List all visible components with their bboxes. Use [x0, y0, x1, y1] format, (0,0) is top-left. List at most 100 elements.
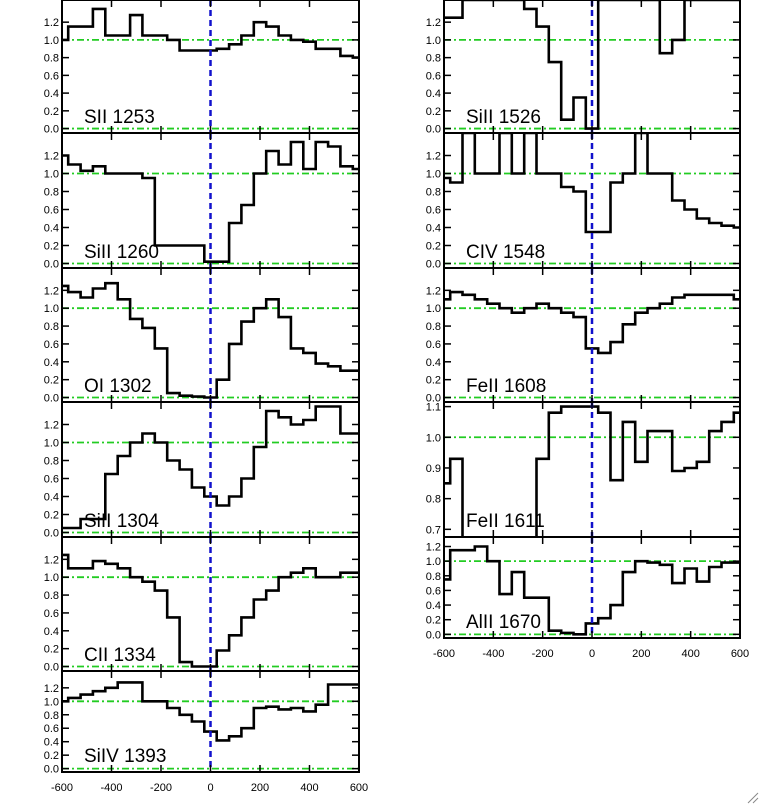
panel-feii-1611: 0.7 0.8 0.9 1.0 1.1 FeII 1611	[426, 401, 741, 538]
panel-siiv-1393: 0.0 0.20.4 0.60.8 1.01.2 SiIV 1393 -600 -400 -2…	[44, 670, 368, 794]
y-tick-label: 0.0	[44, 393, 59, 405]
y-tick-label: 0.6	[44, 608, 59, 620]
panel-label: FeII 1611	[466, 511, 545, 532]
y-tick-label: 0.6	[44, 339, 59, 351]
y-tick-label: 0.2	[426, 241, 441, 253]
y-tick-label: 1.0	[44, 169, 59, 181]
y-tick-label: 1.2	[44, 554, 59, 566]
y-tick-label: 0.0	[44, 528, 59, 540]
y-tick-label: 0.8	[44, 590, 59, 602]
y-tick-label: 0.8	[426, 53, 441, 65]
panel-siii-1260: 0.0 0.2 0.4 0.6 0.8 1.0 1.2 SiII 1260	[44, 132, 360, 271]
y-tick-label: 1.0	[44, 303, 59, 315]
y-tick-label: 0.6	[44, 70, 59, 82]
resize-grip-icon[interactable]	[747, 792, 759, 804]
panel-siii-1526: 0.0 0.2 0.4 0.6 0.8 1.0 1.2 SiII 1526	[426, 0, 741, 136]
y-tick-label: 0.7	[426, 524, 441, 536]
y-tick-label: 0.2	[426, 615, 441, 627]
y-tick-label: 0.4	[426, 88, 441, 100]
spectrum-oi-1302	[62, 281, 359, 399]
y-tick-label: 1.2	[426, 285, 441, 297]
y-tick-label: 0.0	[426, 393, 441, 405]
y-tick-label: 0.8	[44, 187, 59, 199]
x-tick-label: -600	[51, 782, 73, 794]
y-tick-label: 1.0	[426, 303, 441, 315]
y-tick-label: 1.2	[426, 151, 441, 163]
x-tick-label: -200	[150, 782, 172, 794]
y-tick-label: 0.4	[44, 357, 59, 369]
x-tick-label: 200	[632, 648, 650, 660]
panel-oi-1302: 0.0 0.2 0.4 0.6 0.8 1.0 1.2 OI 1302	[44, 267, 360, 405]
y-tick-label: 1.0	[426, 556, 441, 568]
y-tick-label: 0.8	[44, 456, 59, 468]
x-tick-label: 0	[589, 648, 595, 660]
y-tick-label: 1.2	[426, 542, 441, 554]
panel-label: SiII 1304	[84, 511, 159, 532]
y-tick-label: 1.0	[44, 438, 59, 450]
spectrum-siii-1526	[444, 0, 740, 130]
y-tick-label: 0.6	[44, 474, 59, 486]
panel-label: SII 1253	[84, 107, 155, 128]
y-tick-label: 0.2	[44, 750, 59, 762]
panel-label: SiIV 1393	[84, 746, 166, 767]
x-tick-label: -400	[100, 782, 122, 794]
y-tick-label: 0.4	[426, 600, 441, 612]
y-tick-label: 0.2	[426, 106, 441, 118]
x-tick-label: 0	[207, 782, 213, 794]
y-tick-label: 0.4	[44, 737, 59, 749]
spectrum-feii-1608	[444, 290, 740, 355]
y-tick-label: 0.8	[44, 710, 59, 722]
y-tick-label: 0.0	[426, 259, 441, 271]
y-tick-label: 0.2	[426, 375, 441, 387]
panel-label: OI 1302	[84, 376, 152, 397]
y-tick-label: 0.0	[44, 662, 59, 674]
y-tick-label: 0.6	[426, 205, 441, 217]
y-tick-label: 0.6	[44, 723, 59, 735]
y-tick-label: 0.0	[44, 124, 59, 136]
panel-label: CII 1334	[84, 645, 156, 666]
y-tick-label: 1.0	[426, 35, 441, 47]
y-tick-label: 0.2	[44, 106, 59, 118]
y-tick-label: 0.4	[426, 223, 441, 235]
x-tick-label: 600	[350, 782, 368, 794]
panel-label: AlII 1670	[466, 612, 541, 633]
y-tick-label: 0.2	[44, 375, 59, 387]
panel-label: FeII 1608	[466, 376, 546, 397]
y-tick-label: 0.0	[426, 629, 441, 641]
y-tick-label: 0.9	[426, 463, 441, 475]
y-tick-label: 1.0	[44, 35, 59, 47]
x-tick-label: 200	[251, 782, 269, 794]
spectrum-alii-1670	[444, 545, 740, 636]
spectrum-feii-1611	[444, 405, 740, 537]
y-tick-label: 0.2	[44, 241, 59, 253]
y-tick-label: 0.4	[44, 626, 59, 638]
x-tick-label: 600	[731, 648, 749, 660]
panel-label: CIV 1548	[466, 242, 545, 263]
y-tick-label: 0.2	[44, 644, 59, 656]
panel-cii-1334: 0.0 0.2 0.4 0.6 0.8 1.0 1.2 CII 1334	[44, 536, 360, 674]
x-tick-label: -200	[532, 648, 554, 660]
y-tick-label: 0.8	[426, 187, 441, 199]
panel-civ-1548: 0.0 0.2 0.4 0.6 0.8 1.0 1.2 CIV 1548	[426, 132, 741, 271]
spectrum-civ-1548	[444, 133, 740, 234]
panel-alii-1670: 0.0 0.2 0.4 0.6 0.8 1.0 1.2 AlII 1670 -600 -400 -2…	[426, 536, 749, 660]
y-tick-label: 0.8	[426, 571, 441, 583]
y-tick-label: 0.4	[44, 88, 59, 100]
panel-label: SiII 1526	[466, 107, 541, 128]
x-tick-label: -600	[433, 648, 455, 660]
panel-plot-area	[444, 402, 740, 537]
y-tick-label: 1.2	[44, 683, 59, 695]
y-tick-label: 0.0	[44, 259, 59, 271]
y-tick-label: 1.0	[44, 572, 59, 584]
y-tick-label: 1.0	[426, 169, 441, 181]
y-tick-label: 0.6	[426, 70, 441, 82]
y-tick-label: 0.0	[426, 124, 441, 136]
panel-siii-1304: 0.0 0.2 0.4 0.6 0.8 1.0 1.2 SiII 1304	[44, 401, 360, 540]
panel-label: SiII 1260	[84, 242, 159, 263]
y-tick-label: 1.2	[44, 151, 59, 163]
y-tick-label: 0.8	[426, 321, 441, 333]
spectrum-siii-1260	[62, 140, 359, 263]
y-tick-label: 1.2	[44, 420, 59, 432]
